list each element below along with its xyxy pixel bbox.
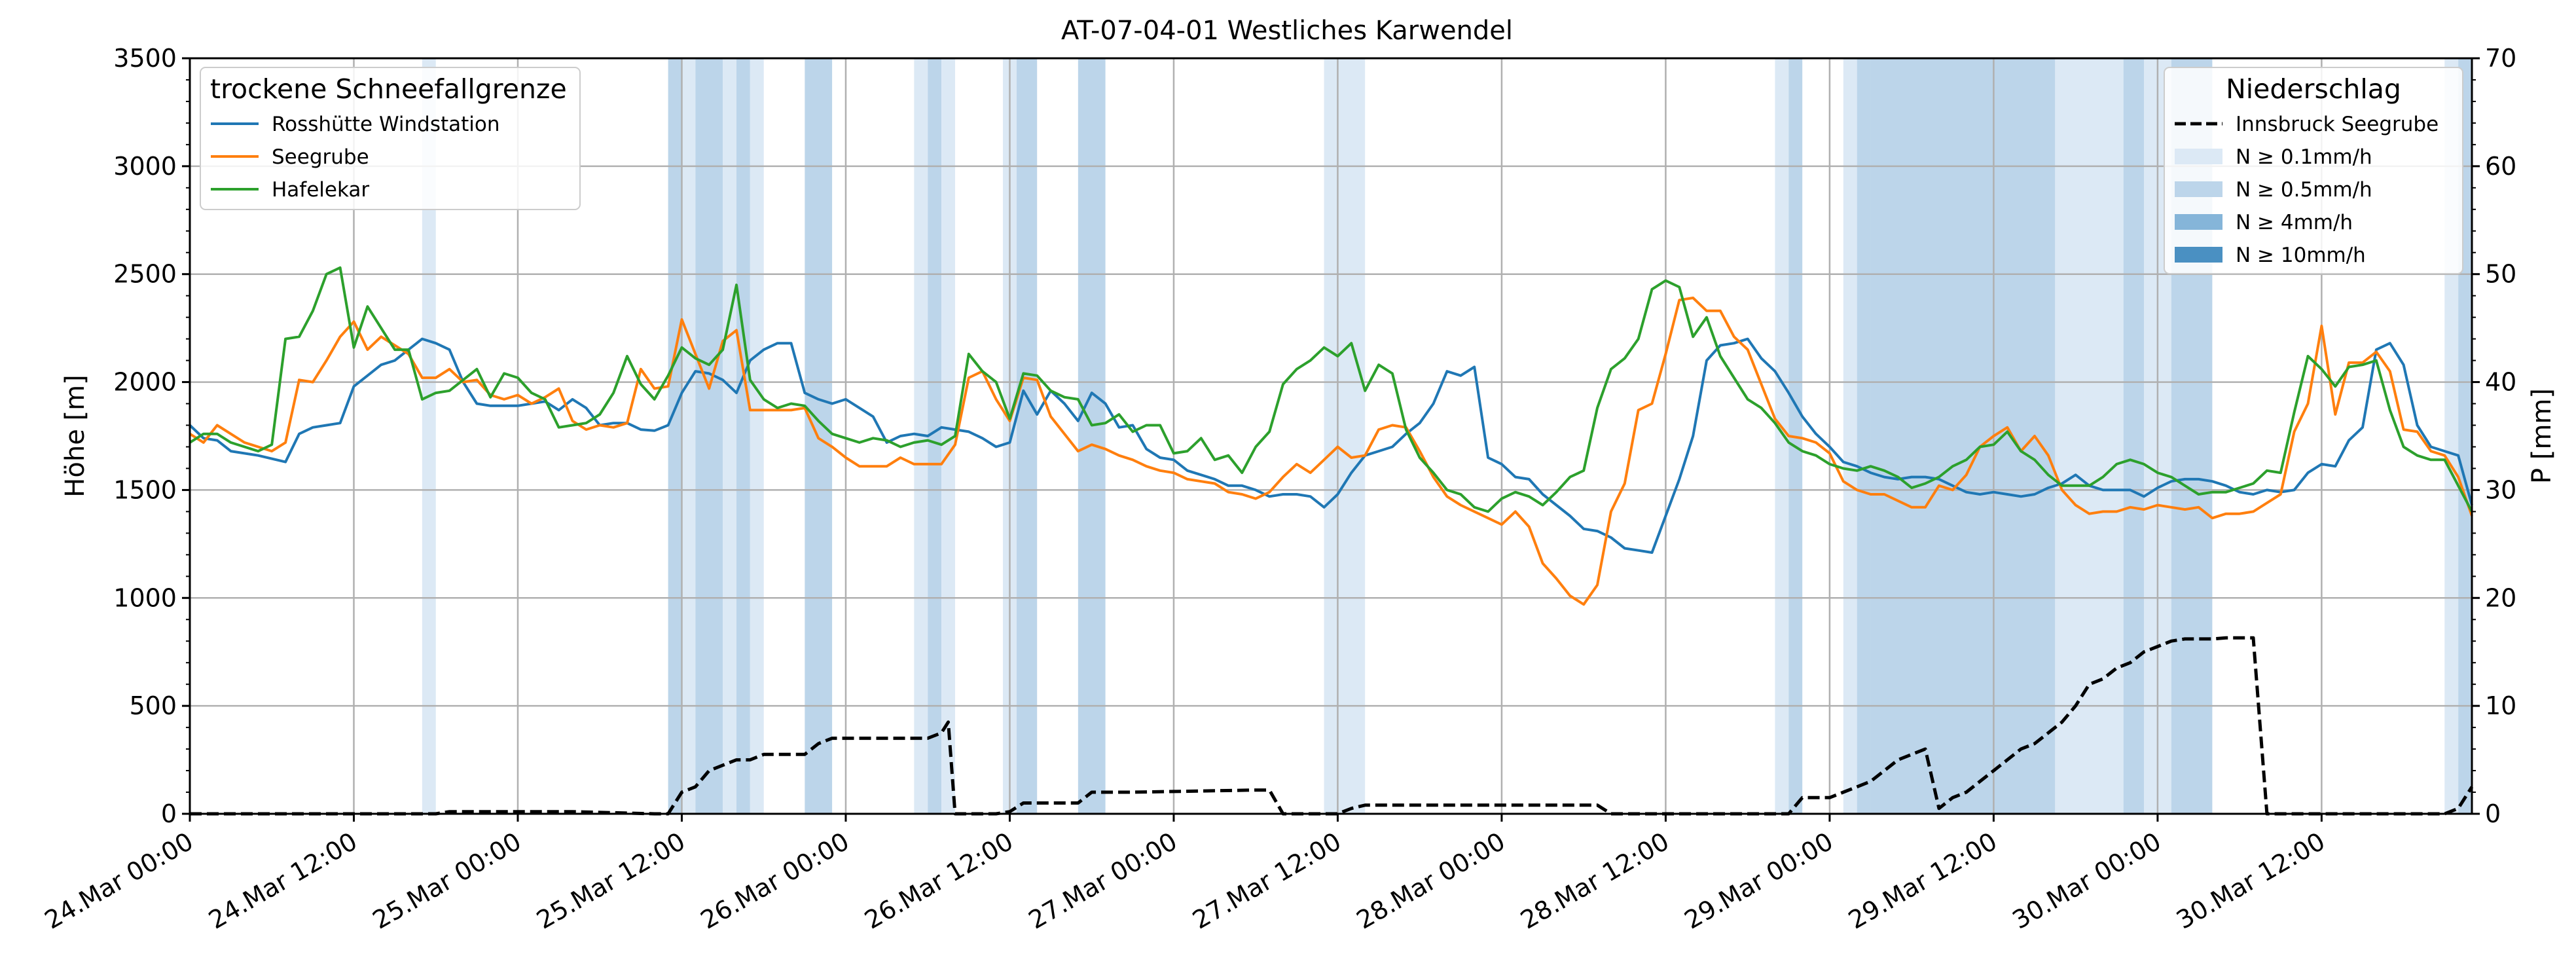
precip-band-18 <box>1857 58 1871 814</box>
precip-band-0 <box>422 58 436 814</box>
y-tick-label-0: 0 <box>161 799 177 828</box>
y-tick-label-1: 500 <box>129 691 177 720</box>
y2-tick-label-7: 70 <box>2485 44 2516 73</box>
y-axis-left: 0 500 1000 1500 2000 2500 3000 3500 <box>113 44 190 828</box>
precip-band-20 <box>2055 58 2124 814</box>
legend-precip-label: Innsbruck Seegrube <box>2236 113 2439 136</box>
legend-label-series-2: Hafelekar <box>272 178 369 202</box>
precip-band-17 <box>1843 58 1857 814</box>
legend-label-series-0: Rosshütte Windstation <box>272 113 500 136</box>
precip-band-3 <box>695 58 723 814</box>
legend-swatch-class-3 <box>2175 247 2222 263</box>
precip-line-group <box>190 636 2474 816</box>
legend-swatch-class-1 <box>2175 181 2222 197</box>
legend-label-class-0: N ≥ 0.1mm/h <box>2236 145 2372 169</box>
precip-line-innsbruck-seegrube <box>190 636 2474 816</box>
y2-tick-label-1: 10 <box>2485 691 2516 720</box>
legend-right-entries: N ≥ 0.1mm/h N ≥ 0.5mm/h N ≥ 4mm/h N ≥ 10mm/… <box>2175 145 2372 267</box>
chart-title: AT-07-04-01 Westliches Karwendel <box>1061 16 1513 46</box>
precip-band-10 <box>941 58 955 814</box>
precip-band-12 <box>1016 58 1038 814</box>
y2-tick-label-6: 60 <box>2485 152 2516 181</box>
precip-band-6 <box>750 58 764 814</box>
y2-tick-label-3: 30 <box>2485 475 2516 504</box>
y2-tick-label-0: 0 <box>2485 799 2501 828</box>
legend-right-title: Niederschlag <box>2226 73 2401 105</box>
y2-tick-label-5: 50 <box>2485 260 2516 289</box>
y-tick-label-6: 3000 <box>113 152 177 181</box>
legend-left-entries: Rosshütte Windstation Seegrube Hafelekar <box>211 113 500 202</box>
precip-band-1 <box>668 58 682 814</box>
legend-entry-precip: Innsbruck Seegrube <box>2175 113 2439 136</box>
precip-band-5 <box>736 58 750 814</box>
y-tick-label-5: 2500 <box>113 260 177 289</box>
y2-tick-label-4: 40 <box>2485 368 2516 397</box>
y-axis-right: 0 10 20 30 40 50 60 70 <box>2472 44 2516 828</box>
legend-left-title: trockene Schneefallgrenze <box>210 73 567 105</box>
series-lines <box>189 266 2473 606</box>
y-tick-label-2: 1000 <box>113 583 177 612</box>
precip-band-14 <box>1324 58 1366 814</box>
precip-bands <box>422 58 2472 814</box>
precip-band-13 <box>1078 58 1106 814</box>
precip-band-2 <box>681 58 696 814</box>
legend-label-class-3: N ≥ 10mm/h <box>2236 244 2366 267</box>
precip-band-19 <box>1870 58 2056 814</box>
legend-label-series-1: Seegrube <box>272 145 369 169</box>
y-axis-label: Höhe [m] <box>60 374 90 497</box>
y-tick-label-3: 1500 <box>113 475 177 504</box>
legend-label-class-2: N ≥ 4mm/h <box>2236 211 2353 234</box>
precip-band-15 <box>1775 58 1789 814</box>
precip-band-21 <box>2123 58 2145 814</box>
y-tick-label-7: 3500 <box>113 44 177 73</box>
series-line-0 <box>189 337 2473 554</box>
precip-band-4 <box>723 58 736 814</box>
legend-label-class-1: N ≥ 0.5mm/h <box>2236 178 2372 202</box>
legend-right-box <box>2164 67 2463 274</box>
plot-frame <box>189 57 2473 815</box>
y2-axis-label: P [mm] <box>2527 388 2557 484</box>
legend-left-box <box>200 67 581 210</box>
series-line-2 <box>189 266 2473 513</box>
y-tick-label-4: 2000 <box>113 368 177 397</box>
precip-band-9 <box>928 58 942 814</box>
legend-left: trockene Schneefallgrenze Rosshütte Wind… <box>200 67 581 210</box>
legend-swatch-class-2 <box>2175 214 2222 230</box>
series-line-1 <box>189 297 2473 606</box>
legend-right: Niederschlag Innsbruck Seegrube N ≥ 0.1m… <box>2164 67 2463 274</box>
y2-tick-label-2: 20 <box>2485 583 2516 612</box>
legend-swatch-class-0 <box>2175 149 2222 164</box>
